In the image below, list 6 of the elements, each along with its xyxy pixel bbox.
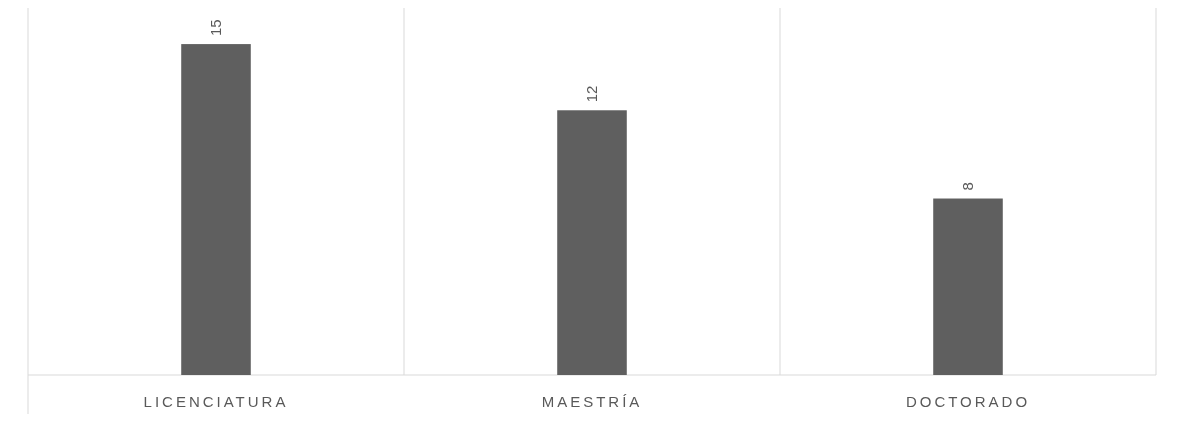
x-tick-label: MAESTRÍA bbox=[541, 393, 643, 410]
data-label: 12 bbox=[583, 85, 600, 103]
x-tick-label: DOCTORADO bbox=[905, 393, 1031, 410]
data-label: 8 bbox=[959, 182, 976, 191]
x-tick-label: LICENCIATURA bbox=[143, 393, 289, 410]
data-label: 15 bbox=[207, 19, 224, 37]
